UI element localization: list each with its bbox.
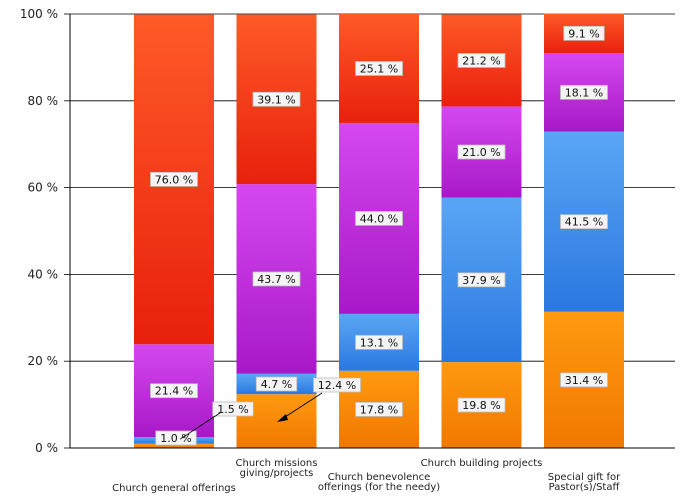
- data-label: 37.9 %: [462, 274, 500, 287]
- data-labels: 1.0 % 1.5 % 21.4 % 76.0 % 4.7 % 43.7 % 39.1 % 1…: [150, 25, 608, 446]
- y-tick-label: 40 %: [28, 267, 59, 281]
- data-label-box: [457, 53, 506, 68]
- data-label: 19.8 %: [462, 399, 500, 412]
- y-tick-label: 80 %: [28, 94, 59, 108]
- data-label: 44.0 %: [360, 212, 398, 225]
- category-label: Church missions giving/projects: [236, 458, 318, 479]
- bar-segment: [134, 443, 214, 448]
- data-label: 4.7 %: [261, 378, 292, 391]
- data-label-box: [457, 144, 506, 160]
- category-label: Church general offerings: [112, 483, 236, 494]
- data-label: 13.1 %: [360, 336, 398, 349]
- data-label-arrowhead: [277, 414, 288, 422]
- y-tick-label: 100 %: [20, 7, 58, 21]
- data-label-box: [457, 397, 506, 413]
- data-label-box: [457, 272, 506, 288]
- data-label: 21.0 %: [462, 146, 500, 159]
- data-label: 76.0 %: [155, 173, 193, 186]
- data-label-box: [212, 401, 254, 417]
- data-label-leader: [281, 392, 323, 420]
- bars: [134, 13, 624, 448]
- data-label-box: [355, 401, 403, 417]
- category-label: Church benevolence offerings (for the nee…: [318, 472, 440, 493]
- axes: 0 % 20 % 40 % 60 % 80 % 100 % Church general o…: [20, 7, 675, 494]
- data-label-box: [155, 430, 197, 446]
- data-label: 1.5 %: [217, 403, 248, 416]
- data-label: 31.4 %: [565, 374, 603, 387]
- data-label: 18.1 %: [565, 86, 603, 99]
- data-label: 25.1 %: [360, 62, 398, 75]
- category-label: Church building projects: [421, 458, 543, 469]
- data-label: 12.4 %: [318, 379, 356, 392]
- data-label-box: [560, 84, 608, 100]
- data-label: 39.1 %: [257, 93, 295, 106]
- data-label-box: [560, 214, 608, 230]
- data-label: 41.5 %: [565, 216, 603, 229]
- data-label-box: [560, 372, 608, 388]
- data-label-box: [255, 376, 298, 392]
- data-label: 21.4 %: [155, 385, 193, 398]
- data-label-box: [150, 171, 198, 187]
- data-label-box: [355, 211, 403, 226]
- category-label: Special gift for Pastor(s)/Staff: [548, 472, 621, 493]
- data-label: 1.0 %: [160, 432, 191, 445]
- y-tick-label: 0 %: [35, 441, 58, 455]
- data-label-leader: [179, 412, 221, 440]
- data-label-box: [355, 61, 403, 76]
- data-label-box: [252, 271, 301, 287]
- data-label: 43.7 %: [257, 273, 295, 286]
- y-tick-label: 60 %: [28, 181, 59, 195]
- y-tick-label: 20 %: [28, 354, 59, 368]
- data-label-box: [150, 383, 198, 399]
- data-label-box: [252, 91, 301, 107]
- data-label-box: [563, 25, 605, 41]
- data-label-box: [355, 334, 403, 350]
- data-label-box: [313, 377, 361, 393]
- data-label: 17.8 %: [360, 403, 398, 416]
- data-label: 21.2 %: [462, 54, 500, 67]
- data-label: 9.1 %: [568, 27, 599, 40]
